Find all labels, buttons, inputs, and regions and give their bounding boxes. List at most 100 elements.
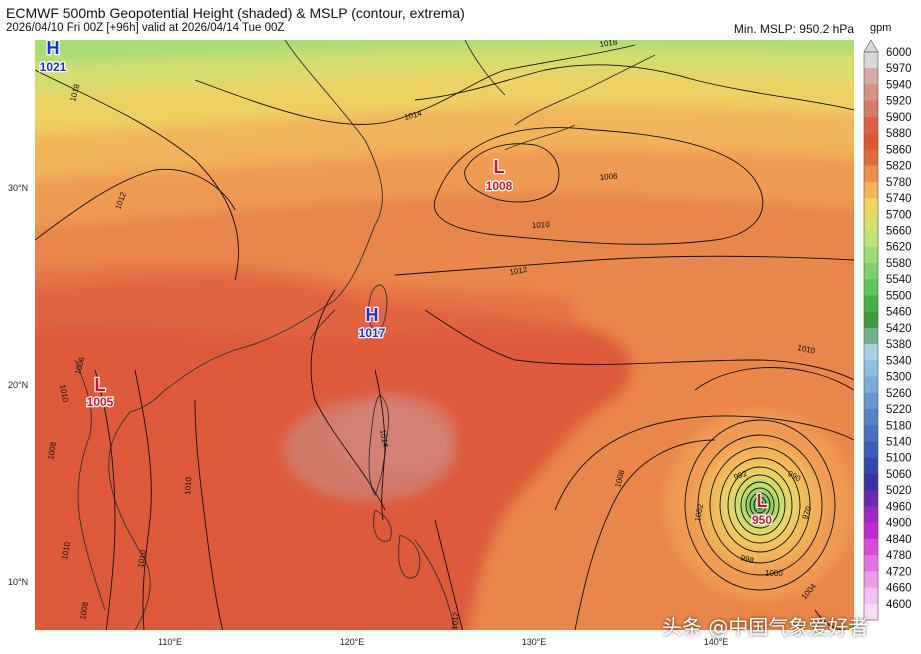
colorbar-swatch [864, 68, 878, 85]
colorbar-swatch [864, 279, 878, 296]
colorbar-tick-label: 6000 [886, 47, 912, 59]
colorbar-swatch [864, 473, 878, 491]
valid-time-subtitle: 2026/04/10 Fri 00Z [+96h] valid at 2026/… [6, 22, 285, 34]
colorbar-swatch [864, 149, 878, 167]
colorbar-tick-label: 5340 [886, 355, 912, 367]
colorbar-tick-label: 5460 [886, 307, 912, 319]
colorbar-swatch [864, 230, 878, 248]
isobar-label: 1008 [599, 171, 618, 182]
colorbar-swatch [864, 100, 878, 118]
colorbar-swatch [864, 360, 878, 378]
isobar-label: 1010 [183, 476, 194, 495]
lon-label: 120°E [339, 637, 365, 647]
low-center: L 1005 [85, 374, 115, 411]
colorbar-swatch [864, 587, 878, 605]
center-value: 1008 [486, 179, 513, 193]
colorbar-tick-label: 5260 [886, 388, 912, 400]
colorbar-tick-label: 5780 [886, 177, 912, 189]
lat-label: 20°N [8, 380, 29, 390]
center-symbol: L [757, 491, 768, 511]
weather-map: 1018 1018 1014 1012 1008 1010 1012 1010 … [35, 40, 854, 630]
low-center: L 1008 [484, 156, 514, 195]
lon-label: 140°E [703, 637, 729, 647]
lat-label: 30°N [8, 183, 29, 193]
colorbar-swatch [864, 133, 878, 150]
high-center: H 1017 [357, 304, 387, 342]
colorbar-swatch [864, 246, 878, 264]
chart-title: ECMWF 500mb Geopotential Height (shaded)… [6, 5, 465, 21]
colorbar-swatch [864, 198, 878, 215]
isobar-label: 1010 [58, 384, 70, 404]
colorbar-swatch [864, 555, 878, 572]
colorbar-tick-label: 5500 [886, 290, 912, 302]
colorbar-tick-label: 4960 [886, 501, 912, 513]
colorbar-tick-label: 5380 [886, 339, 912, 351]
typhoon-low-center: L 950 [751, 490, 774, 529]
center-value: 1021 [40, 60, 67, 74]
center-value: 1017 [359, 326, 386, 340]
colorbar-tick-label: 5580 [886, 258, 912, 270]
isobar-label: 1010 [797, 343, 817, 356]
colorbar-tick-label: 4600 [886, 599, 912, 611]
lon-label: 110°E [158, 637, 182, 647]
colorbar-unit: gpm [870, 22, 892, 34]
isobar-label: 1012 [450, 611, 461, 630]
high-center: H 1021 [38, 40, 68, 75]
colorbar-tick-label: 5220 [886, 404, 912, 416]
colorbar-swatch [864, 116, 878, 134]
isobar-label: 1000 [765, 569, 783, 578]
center-symbol: H [47, 40, 60, 58]
colorbar-swatch [864, 490, 878, 507]
colorbar-swatch [864, 392, 878, 410]
colorbar-tick-label: 5970 [886, 63, 912, 75]
center-symbol: L [95, 375, 106, 395]
colorbar-swatch [864, 84, 878, 102]
colorbar-outline [863, 51, 879, 621]
isobar-label: 998 [739, 553, 755, 565]
center-value: 1005 [87, 395, 114, 409]
colorbar: 6000 5970 5940 5920 5900 5880 5860 5820 5780 5740… [863, 39, 912, 621]
colorbar-swatch [864, 506, 878, 524]
colorbar-tick-label: 5880 [886, 128, 912, 140]
colorbar-swatch [864, 262, 878, 280]
colorbar-tick-label: 5020 [886, 485, 912, 497]
isobar-label: 970 [800, 505, 813, 521]
center-symbol: H [366, 305, 379, 325]
center-value: 950 [752, 513, 772, 527]
colorbar-swatch [864, 441, 878, 459]
colorbar-swatch [864, 376, 878, 394]
min-mslp-readout: Min. MSLP: 950.2 hPa [733, 22, 854, 36]
colorbar-swatch [864, 52, 878, 69]
colorbar-tick-label: 4660 [886, 583, 912, 595]
colorbar-swatch [864, 181, 878, 199]
colorbar-tick-label: 5660 [886, 226, 912, 238]
colorbar-tick-label: 5920 [886, 96, 912, 108]
colorbar-tick-label: 5300 [886, 372, 912, 384]
isobar-label: 992 [733, 469, 749, 482]
colorbar-extension [863, 39, 879, 53]
colorbar-swatch [864, 344, 878, 361]
colorbar-swatch [864, 522, 878, 540]
colorbar-tick-label: 5140 [886, 436, 912, 448]
colorbar-tick-label: 5180 [886, 420, 912, 432]
colorbar-swatch [864, 457, 878, 475]
colorbar-swatch [864, 571, 878, 589]
isobar-label: 1008 [78, 601, 90, 621]
colorbar-swatch [864, 538, 878, 556]
colorbar-tick-label: 4780 [886, 550, 912, 562]
colorbar-tick-label: 5940 [886, 79, 912, 91]
isobar-label: 1002 [693, 503, 705, 523]
watermark: 头条 @中国气象爱好者 [662, 615, 869, 639]
colorbar-tick-label: 5820 [886, 161, 912, 173]
height-shading [35, 40, 854, 630]
isobar-label: 1010 [60, 541, 72, 561]
colorbar-swatch [864, 603, 878, 621]
isobar-label: 1018 [599, 40, 618, 49]
isobar-label: 1014 [378, 429, 390, 449]
colorbar-tick-label: 5740 [886, 193, 912, 205]
colorbar-swatch [864, 295, 878, 313]
isobar-label: 1008 [46, 441, 58, 461]
colorbar-swatch [864, 311, 878, 329]
isobars [35, 44, 854, 630]
isobar-label: 1012 [509, 265, 529, 277]
